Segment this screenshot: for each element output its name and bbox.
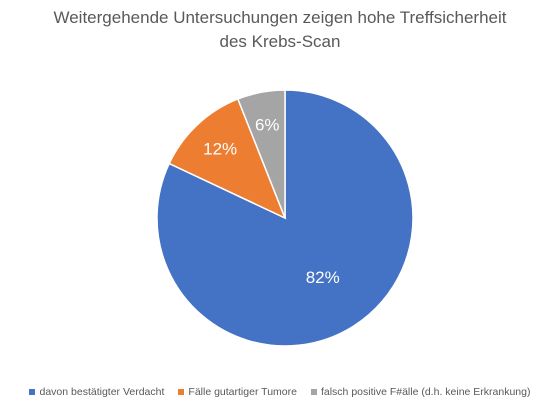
- pie-slice-1: [156, 89, 414, 347]
- pie-chart: 82% 12% 6%: [156, 89, 414, 347]
- pie-slice-2: [168, 98, 287, 220]
- data-label-3: 6%: [255, 115, 280, 134]
- legend-swatch-3: [310, 389, 317, 395]
- legend-swatch-1: [29, 389, 36, 395]
- legend-swatch-2: [178, 389, 185, 395]
- legend-label-3: falsch positive F#älle (d.h. keine Erkra…: [320, 386, 531, 398]
- pie-slice-3: [236, 89, 286, 219]
- data-label-2: 12%: [203, 139, 237, 158]
- legend-item-1: davon bestätigter Verdacht: [29, 386, 164, 398]
- chart-title: Weitergehende Untersuchungen zeigen hohe…: [0, 6, 560, 54]
- legend-label-1: davon bestätigter Verdacht: [39, 386, 165, 398]
- chart-title-line-1: Weitergehende Untersuchungen zeigen hohe…: [53, 8, 507, 27]
- legend-item-3: falsch positive F#älle (d.h. keine Erkra…: [310, 386, 531, 398]
- legend-label-2: Fälle gutartiger Tumore: [188, 386, 297, 398]
- legend: davon bestätigter Verdacht Fälle gutartig…: [0, 386, 560, 398]
- legend-item-2: Fälle gutartiger Tumore: [178, 386, 297, 398]
- data-label-1: 82%: [306, 268, 340, 287]
- chart-title-line-2: des Krebs-Scan: [219, 32, 341, 51]
